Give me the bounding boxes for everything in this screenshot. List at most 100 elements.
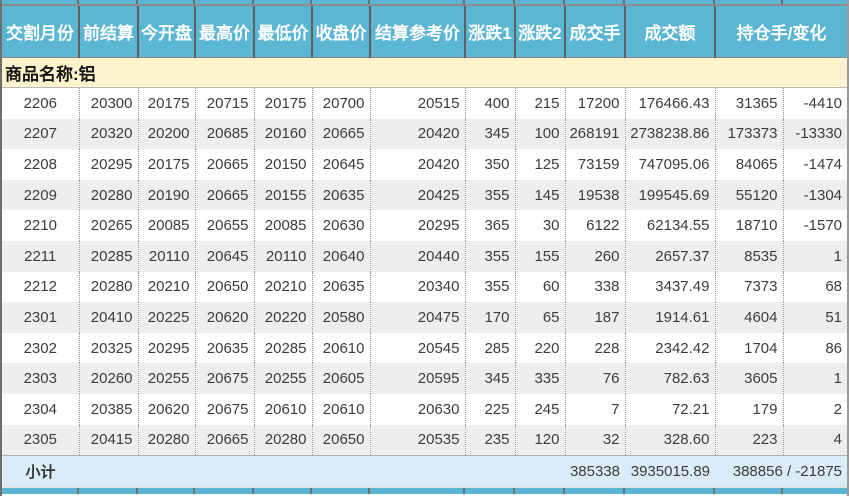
cell-high: 20620	[195, 302, 255, 333]
cell-settlement-ref: 20425	[370, 179, 466, 211]
cell-open: 20255	[138, 363, 196, 394]
cell-volume: 76	[565, 363, 626, 394]
cell-change1: 285	[465, 332, 516, 364]
cell-delivery-month: 2207	[2, 118, 80, 150]
col-header-open: 今开盘	[138, 6, 196, 58]
cell-oi-change: 51	[783, 302, 847, 333]
cell-delivery-month: 2303	[2, 363, 80, 394]
cell-delivery-month: 2210	[2, 210, 80, 241]
data-row-2209: 2209 20280 20190 20665 20155 20635 20425 355 145…	[2, 179, 847, 211]
cell-oi-change: -1570	[783, 210, 847, 241]
col-header-turnover: 成交额	[625, 6, 716, 58]
col-header-volume: 成交手	[565, 6, 626, 58]
cell-open: 20190	[138, 179, 196, 211]
cell-open-interest: 173373	[715, 118, 784, 150]
cell-turnover: 2657.37	[625, 240, 716, 272]
cell-prev-settlement: 20280	[79, 271, 139, 303]
cell-settlement-ref: 20630	[370, 393, 466, 425]
cell-low: 20280	[254, 424, 313, 456]
cell-delivery-month: 2206	[2, 87, 80, 119]
cell-open-interest: 84065	[715, 149, 784, 180]
cell-low: 20175	[254, 87, 313, 119]
cell-change2: 245	[515, 393, 566, 425]
cell-change2: 65	[515, 302, 566, 333]
data-row-2304: 2304 20385 20620 20675 20610 20610 20630 225 245…	[2, 393, 847, 425]
cell-volume: 6122	[565, 210, 626, 241]
cell-prev-settlement: 20285	[79, 240, 139, 272]
cell-high: 20665	[195, 424, 255, 456]
cell-high: 20635	[195, 332, 255, 364]
cell-open-interest: 1704	[715, 332, 784, 364]
cell-high: 20650	[195, 271, 255, 303]
cell-high: 20645	[195, 240, 255, 272]
cell-oi-change: 4	[783, 424, 847, 456]
cell-turnover: 782.63	[625, 363, 716, 394]
header-row: 交割月份 前结算 今开盘 最高价 最低价 收盘价 结算参考价 涨跌1 涨跌2 成…	[2, 6, 847, 58]
cell-turnover: 176466.43	[625, 87, 716, 119]
cell-oi-change: 68	[783, 271, 847, 303]
cell-volume: 268191	[565, 118, 626, 150]
cell-delivery-month: 2301	[2, 302, 80, 333]
cell-change2: 125	[515, 149, 566, 180]
cell-settlement-ref: 20420	[370, 118, 466, 150]
cell-volume: 187	[565, 302, 626, 333]
data-row-2212: 2212 20280 20210 20650 20210 20635 20340 355 60 3…	[2, 271, 847, 303]
cell-high: 20675	[195, 363, 255, 394]
cell-change1: 365	[465, 210, 516, 241]
col-header-high: 最高价	[195, 6, 255, 58]
cell-settlement-ref: 20295	[370, 210, 466, 241]
cell-volume: 260	[565, 240, 626, 272]
cell-high: 20655	[195, 210, 255, 241]
cell-volume: 73159	[565, 149, 626, 180]
subtotal-bottom-gap	[2, 486, 847, 489]
cell-close: 20635	[312, 179, 371, 211]
cell-turnover: 2342.42	[625, 332, 716, 364]
col-header-change1: 涨跌1	[465, 6, 516, 58]
cell-close: 20610	[312, 332, 371, 364]
cell-open-interest: 55120	[715, 179, 784, 211]
cell-low: 20610	[254, 393, 313, 425]
cell-open-interest: 8535	[715, 240, 784, 272]
cell-change1: 355	[465, 240, 516, 272]
cell-prev-settlement: 20325	[79, 332, 139, 364]
cell-settlement-ref: 20545	[370, 332, 466, 364]
cell-low: 20255	[254, 363, 313, 394]
cell-turnover: 72.21	[625, 393, 716, 425]
cell-low: 20085	[254, 210, 313, 241]
col-header-settlement-ref: 结算参考价	[370, 6, 466, 58]
cell-high: 20675	[195, 393, 255, 425]
cell-open: 20210	[138, 271, 196, 303]
cell-prev-settlement: 20415	[79, 424, 139, 456]
cell-oi-change: 2	[783, 393, 847, 425]
subtotal-volume: 385338	[565, 455, 625, 487]
cell-close: 20580	[312, 302, 371, 333]
cell-change2: 155	[515, 240, 566, 272]
cell-high: 20665	[195, 179, 255, 211]
cell-prev-settlement: 20410	[79, 302, 139, 333]
col-header-close: 收盘价	[312, 6, 371, 58]
cell-close: 20630	[312, 210, 371, 241]
cell-open-interest: 3605	[715, 363, 784, 394]
cell-settlement-ref: 20420	[370, 149, 466, 180]
cell-change2: 30	[515, 210, 566, 241]
next-table-header-edge	[2, 488, 847, 495]
cell-delivery-month: 2304	[2, 393, 80, 425]
cell-delivery-month: 2302	[2, 332, 80, 364]
cell-close: 20605	[312, 363, 371, 394]
previous-table-edge	[2, 0, 847, 4]
cell-close: 20635	[312, 271, 371, 303]
data-row-2211: 2211 20285 20110 20645 20110 20640 20440 355 155…	[2, 240, 847, 272]
cell-settlement-ref: 20595	[370, 363, 466, 394]
col-header-low: 最低价	[254, 6, 313, 58]
cell-change1: 235	[465, 424, 516, 456]
cell-high: 20665	[195, 149, 255, 180]
cell-open: 20175	[138, 87, 196, 119]
cell-oi-change: 1	[783, 240, 847, 272]
cell-volume: 32	[565, 424, 626, 456]
data-row-2301: 2301 20410 20225 20620 20220 20580 20475 170 65 1…	[2, 302, 847, 333]
cell-oi-change: -4410	[783, 87, 847, 119]
col-header-change2: 涨跌2	[515, 6, 566, 58]
cell-change1: 355	[465, 179, 516, 211]
cell-settlement-ref: 20535	[370, 424, 466, 456]
